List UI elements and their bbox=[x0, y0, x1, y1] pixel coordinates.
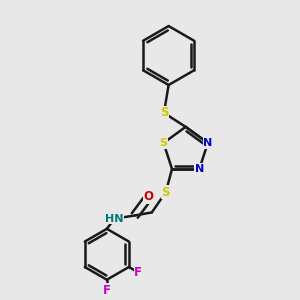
Text: S: S bbox=[160, 106, 168, 119]
Text: F: F bbox=[103, 284, 111, 297]
Text: F: F bbox=[134, 266, 142, 279]
Text: S: S bbox=[161, 186, 170, 199]
Text: N: N bbox=[203, 138, 212, 148]
Text: O: O bbox=[144, 190, 154, 203]
Text: S: S bbox=[160, 138, 167, 148]
Text: N: N bbox=[195, 164, 204, 174]
Text: HN: HN bbox=[105, 214, 124, 224]
